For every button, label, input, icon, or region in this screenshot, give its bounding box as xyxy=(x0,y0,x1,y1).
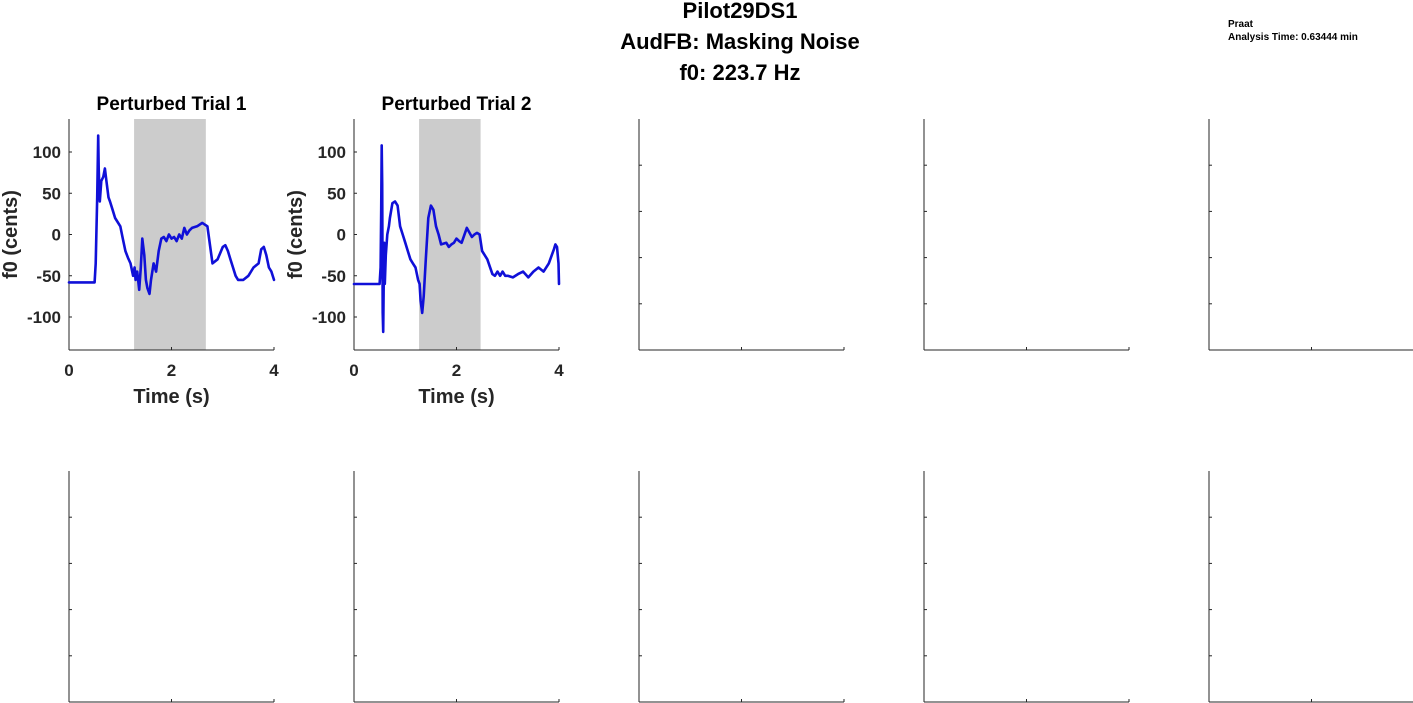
y-tick-label-trial-2: 100 xyxy=(318,143,346,162)
y-axis-label-trial-2: f0 (cents) xyxy=(285,190,307,279)
figure-title-line-1: Pilot29DS1 xyxy=(682,0,798,23)
x-tick-label-trial-2: 0 xyxy=(349,361,358,380)
y-tick-label-trial-1: -100 xyxy=(27,308,61,327)
analysis-note: Praat Analysis Time: 0.63444 min xyxy=(1228,19,1358,44)
y-tick-label-trial-1: 0 xyxy=(52,226,61,245)
x-axis-label-trial-2: Time (s) xyxy=(418,386,494,408)
x-axis-label-trial-1: Time (s) xyxy=(133,386,209,408)
figure-title-line-2: AudFB: Masking Noise xyxy=(620,29,860,54)
note-line-praat: Praat xyxy=(1228,19,1254,30)
y-tick-label-trial-2: -100 xyxy=(312,308,346,327)
x-tick-label-trial-1: 4 xyxy=(269,361,279,380)
x-tick-label-trial-2: 2 xyxy=(452,361,461,380)
figure-title-line-3: f0: 223.7 Hz xyxy=(679,60,801,85)
y-tick-label-trial-1: 50 xyxy=(42,184,61,203)
y-tick-label-trial-1: 100 xyxy=(33,143,61,162)
f0-trace-trial-2-series-1 xyxy=(352,144,561,334)
x-tick-label-trial-1: 0 xyxy=(64,361,73,380)
note-line-analysis-time: Analysis Time: 0.63444 min xyxy=(1228,31,1358,43)
x-tick-label-trial-2: 4 xyxy=(554,361,564,380)
x-tick-label-trial-1: 2 xyxy=(167,361,176,380)
y-tick-label-trial-2: 50 xyxy=(327,184,346,203)
y-axis-label-trial-1: f0 (cents) xyxy=(0,190,22,279)
chart-title-trial-2: Perturbed Trial 2 xyxy=(382,94,532,115)
y-tick-label-trial-2: -50 xyxy=(321,267,346,286)
y-tick-label-trial-2: 0 xyxy=(337,226,346,245)
chart-title-trial-1: Perturbed Trial 1 xyxy=(97,94,247,115)
f0-trace-trial-1-series-1 xyxy=(67,134,276,296)
y-tick-label-trial-1: -50 xyxy=(36,267,61,286)
